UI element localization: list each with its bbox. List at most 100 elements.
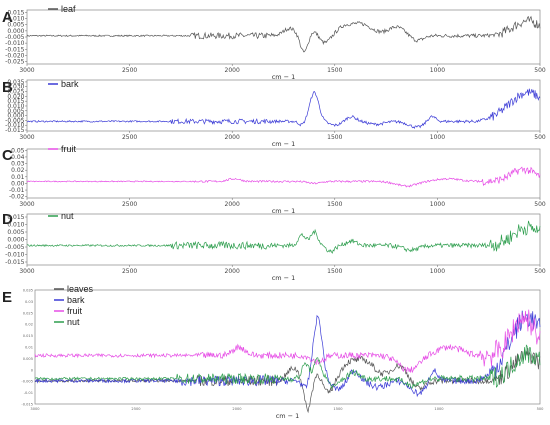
x-tick-label: 500 <box>534 67 546 74</box>
y-tick-label: 0.05 <box>11 147 25 154</box>
legend-label-leaf: leaf <box>61 4 76 14</box>
x-tick-label: 1000 <box>434 407 444 411</box>
x-axis-title: cm − 1 <box>272 140 296 148</box>
x-tick-label: 2500 <box>122 67 137 74</box>
y-tick-label: -0.02 <box>9 194 25 201</box>
x-tick-label: 3000 <box>19 67 34 74</box>
legend-label-nut: nut <box>61 211 74 221</box>
y-tick-label: 0.015 <box>23 334 33 338</box>
series-line-nut <box>34 344 541 389</box>
panel-letter: B <box>2 79 13 96</box>
y-tick-label: -0.005 <box>5 34 25 41</box>
x-tick-label: 500 <box>534 134 546 141</box>
x-tick-label: 2000 <box>225 268 240 275</box>
y-tick-label: 0.00 <box>11 180 25 187</box>
y-tick-label: -0.015 <box>5 259 25 266</box>
y-tick-label: -0.01 <box>9 187 25 194</box>
plot-frame <box>26 79 541 132</box>
x-tick-label: 1000 <box>430 268 445 275</box>
x-tick-label: 3000 <box>19 201 34 208</box>
x-tick-label: 1500 <box>327 268 342 275</box>
x-tick-label: 500 <box>534 201 546 208</box>
y-tick-label: 0.005 <box>7 229 24 236</box>
x-tick-label: 2000 <box>225 134 240 141</box>
y-tick-label: -0.010 <box>5 122 25 129</box>
x-tick-label: 2000 <box>225 67 240 74</box>
x-tick-label: 2500 <box>122 268 137 275</box>
y-tick-label: 0.000 <box>7 28 24 35</box>
x-tick-label: 3000 <box>19 134 34 141</box>
y-tick-label: 0.035 <box>23 289 33 293</box>
y-tick-label: 0.015 <box>7 9 24 16</box>
y-tick-label: 0.03 <box>25 300 33 304</box>
x-axis-title: cm − 1 <box>272 274 296 282</box>
y-tick-label: -0.015 <box>21 403 33 407</box>
y-tick-label: 0.020 <box>7 93 24 100</box>
legend-label-bark: bark <box>67 295 85 305</box>
series-line-leaves <box>34 348 541 414</box>
panel-letter: A <box>2 9 13 26</box>
y-tick-label: 0.03 <box>11 161 25 168</box>
y-tick-label: 0.005 <box>23 357 33 361</box>
x-tick-label: 3000 <box>19 268 34 275</box>
x-tick-label: 2000 <box>225 201 240 208</box>
x-tick-label: 1500 <box>327 201 342 208</box>
y-tick-label: 0.000 <box>7 113 24 120</box>
y-tick-label: 0.030 <box>7 84 24 91</box>
y-tick-label: -0.015 <box>5 127 25 134</box>
y-tick-label: -0.020 <box>5 52 25 59</box>
series-line-leaf <box>26 15 541 53</box>
y-tick-label: 0.000 <box>7 237 24 244</box>
x-tick-label: 500 <box>534 268 546 275</box>
y-tick-label: 0.005 <box>7 108 24 115</box>
series-line-fruit <box>34 309 541 374</box>
y-tick-label: 0.005 <box>7 22 24 29</box>
x-axis-title: cm − 1 <box>276 412 300 420</box>
legend-label-fruit: fruit <box>67 306 83 316</box>
x-tick-label: 2000 <box>232 407 242 411</box>
legend-label-fruit: fruit <box>61 144 77 154</box>
y-tick-label: -0.005 <box>5 244 25 251</box>
series-line-bark <box>26 88 541 129</box>
y-tick-label: 0.015 <box>7 98 24 105</box>
x-tick-label: 1000 <box>430 201 445 208</box>
panel-letter: E <box>2 289 12 306</box>
y-tick-label: 0.035 <box>7 79 24 86</box>
y-tick-label: -0.005 <box>5 117 25 124</box>
x-tick-label: 1500 <box>333 407 343 411</box>
y-tick-label: -0.025 <box>5 59 25 66</box>
y-tick-label: 0.02 <box>25 323 33 327</box>
plot-frame <box>26 213 541 266</box>
panel-A: A0.0150.0100.0050.000-0.005-0.010-0.015-… <box>2 4 546 81</box>
panel-E: E 0.035 0.03 0.025 0.02 0.015 0.01 0.005 0 -0.005… <box>2 284 544 420</box>
plot-frame <box>34 289 541 405</box>
legend-label-leaves: leaves <box>67 284 94 294</box>
y-tick-label: 0.01 <box>25 346 33 350</box>
y-tick-label: -0.005 <box>21 380 33 384</box>
x-tick-label: 1500 <box>327 134 342 141</box>
x-tick-label: 2500 <box>122 134 137 141</box>
y-tick-label: 0.02 <box>11 167 25 174</box>
y-tick-label: 0.01 <box>11 174 25 181</box>
x-tick-label: 500 <box>537 407 545 411</box>
x-tick-label: 3000 <box>30 407 40 411</box>
y-tick-label: 0.010 <box>7 222 24 229</box>
y-tick-label: 0 <box>31 368 34 372</box>
y-tick-label: -0.01 <box>24 391 33 395</box>
panel-letter: C <box>2 147 13 164</box>
y-tick-label: -0.015 <box>5 46 25 53</box>
y-tick-label: -0.010 <box>5 40 25 47</box>
y-tick-label: 0.025 <box>7 89 24 96</box>
x-tick-label: 2500 <box>131 407 141 411</box>
panel-letter: D <box>2 211 13 228</box>
legend-label-nut: nut <box>67 317 80 327</box>
y-tick-label: -0.010 <box>5 252 25 259</box>
x-tick-label: 1000 <box>430 134 445 141</box>
y-tick-label: 0.010 <box>7 103 24 110</box>
series-line-nut <box>26 220 541 254</box>
panel-B: B0.0350.0300.0250.0200.0150.0100.0050.00… <box>2 79 546 148</box>
series-line-fruit <box>26 166 541 188</box>
